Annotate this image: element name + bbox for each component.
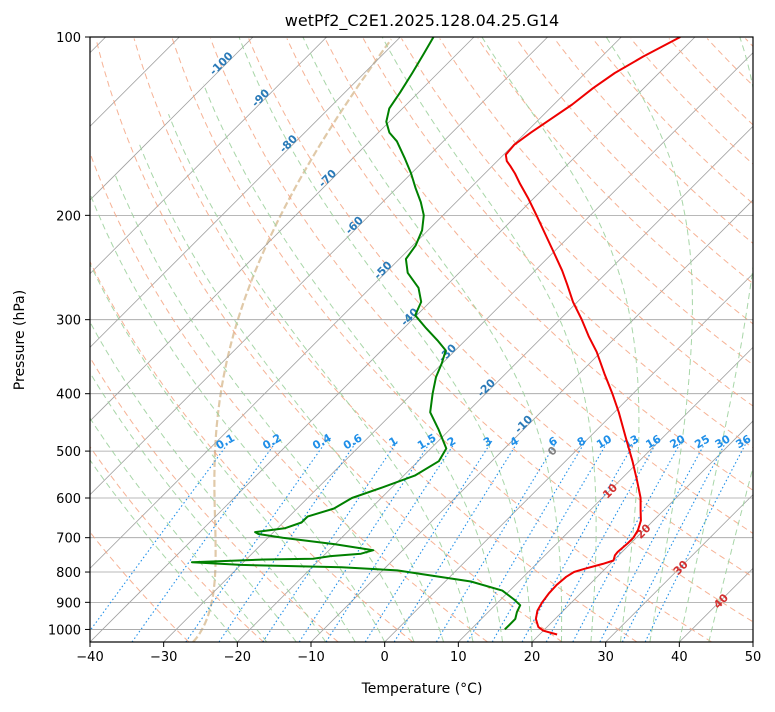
y-tick-label: 700	[56, 532, 81, 547]
mixing-ratio-label: 1	[387, 434, 400, 449]
isotherm-line	[0, 37, 474, 642]
mixing-ratio-label: 8	[575, 434, 588, 449]
mixing-ratio-label: 16	[644, 432, 664, 451]
isotherm-line	[0, 37, 400, 642]
isotherm-line	[532, 37, 775, 642]
y-tick-label: 200	[56, 209, 81, 224]
x-tick-label: −40	[76, 650, 103, 665]
mixing-ratio-label: 20	[668, 432, 688, 451]
x-axis-label: Temperature (°C)	[361, 681, 483, 697]
mixing-ratio-label: 10	[594, 432, 614, 451]
isotherm-line	[753, 37, 775, 642]
isotherm-line	[458, 37, 775, 642]
mixing-ratio-label: 0.1	[214, 431, 237, 452]
isotherm-label: -60	[343, 214, 366, 237]
x-tick-label: 20	[524, 650, 541, 665]
mixing-ratio-line	[394, 441, 519, 642]
mixing-ratio-label: 0.4	[310, 431, 334, 452]
dry-adiabat	[516, 39, 775, 643]
moist-adiabat	[14, 273, 267, 642]
x-tick-label: −10	[297, 650, 324, 665]
x-tick-label: 40	[671, 650, 688, 665]
isotherm-line	[16, 37, 621, 642]
y-tick-label: 100	[56, 31, 81, 46]
isotherm-line	[311, 37, 775, 642]
isotherm-label: -70	[316, 167, 339, 190]
x-tick-label: 10	[450, 650, 467, 665]
mixing-ratio-line	[326, 441, 456, 642]
dry-adiabat	[58, 39, 488, 643]
axis-ticks: −40 −30 −20 −10 0 10 20 30 40 50 100 200 300 400 500 60…	[48, 31, 761, 665]
isotherm-label: -80	[277, 132, 300, 155]
moist-adiabat	[303, 37, 562, 642]
x-tick-label: −30	[150, 650, 177, 665]
mixing-ratio-label: 3	[481, 434, 494, 449]
moist-adiabat	[709, 37, 775, 642]
isotherm-line	[90, 37, 695, 642]
mixing-ratio-label: 0.2	[260, 431, 283, 452]
mixing-ratio-line	[600, 441, 706, 642]
isotherm-label: -10	[512, 413, 535, 436]
dewpoint-profile-line	[192, 37, 520, 629]
y-tick-label: 500	[56, 445, 81, 460]
dry-adiabat	[669, 39, 775, 643]
y-tick-label: 300	[56, 314, 81, 329]
mixing-ratio-label: 30	[713, 432, 733, 451]
mixing-ratio-label: 4	[508, 434, 521, 449]
moist-adiabat-label: 30	[671, 558, 691, 578]
moist-adiabat	[69, 215, 356, 642]
isotherm-label: -90	[249, 86, 272, 109]
mixing-ratio-label: 36	[733, 432, 753, 451]
isotherm-line	[385, 37, 775, 642]
mixing-ratio-label: 1.5	[415, 431, 438, 452]
moist-adiabat	[382, 37, 596, 642]
dry-adiabat	[707, 39, 775, 643]
y-tick-label: 600	[56, 492, 81, 507]
moist-adiabat	[239, 37, 532, 642]
y-axis-label: Pressure (hPa)	[12, 290, 28, 390]
isotherm-label: -100	[207, 49, 236, 78]
mixing-ratio-label: 2	[445, 434, 458, 449]
mixing-ratio-label: 0.6	[341, 431, 365, 452]
y-tick-label: 800	[56, 566, 81, 581]
dry-adiabat	[134, 39, 637, 643]
isotherm-line	[237, 37, 775, 642]
y-tick-label: 400	[56, 388, 81, 403]
moist-adiabat-label: 40	[711, 591, 731, 611]
dry-adiabat	[325, 39, 775, 643]
isotherm-line	[679, 37, 775, 642]
isotherm-line	[0, 37, 548, 642]
dry-adiabat	[478, 39, 775, 643]
mixing-ratio-label: 25	[692, 432, 712, 451]
mixing-ratio-line	[365, 441, 492, 642]
moist-adiabat	[0, 288, 237, 642]
dry-adiabat	[287, 39, 775, 643]
dry-adiabat	[0, 39, 338, 643]
dry-adiabat	[593, 39, 775, 643]
x-tick-label: 50	[745, 650, 762, 665]
x-tick-label: −20	[224, 650, 251, 665]
y-tick-label: 1000	[48, 623, 81, 638]
mixing-ratio-line	[132, 441, 277, 642]
isotherm-line	[164, 37, 769, 642]
chart-title: wetPf2_C2E1.2025.128.04.25.G14	[285, 11, 559, 31]
dry-adiabat	[554, 39, 775, 643]
x-tick-label: 30	[597, 650, 614, 665]
mixing-ratio-line	[82, 441, 231, 642]
isotherm-line	[0, 37, 327, 642]
plot-frame	[90, 37, 753, 642]
y-tick-label: 900	[56, 596, 81, 611]
moist-adiabat	[203, 84, 502, 642]
x-tick-label: 0	[381, 650, 389, 665]
isotherm-label: -50	[371, 258, 394, 281]
mixing-ratio-line	[492, 441, 608, 642]
mixing-ratio-line	[645, 441, 747, 642]
